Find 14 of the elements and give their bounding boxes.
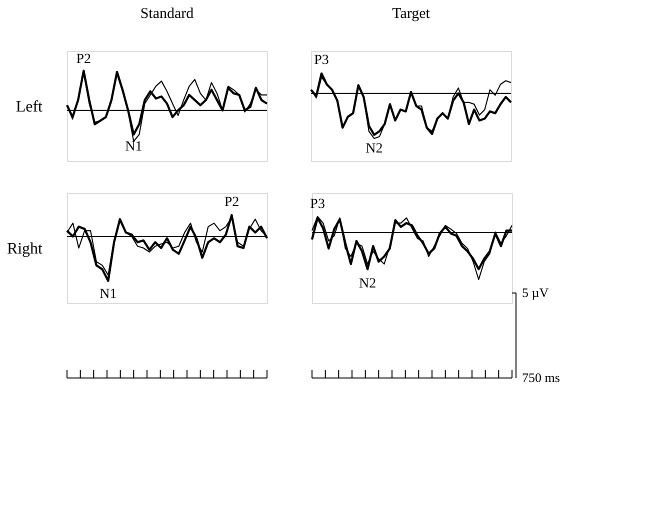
chart-title: Target	[392, 6, 431, 22]
chart-title: Standard	[140, 6, 194, 22]
annotation: N1	[125, 139, 142, 154]
text: P2	[76, 52, 92, 67]
text: P3	[314, 53, 329, 68]
annotation: N2	[358, 276, 376, 292]
text: 5 µV	[522, 285, 550, 300]
y-axis-title: Right	[6, 240, 44, 258]
text: P3	[310, 196, 325, 212]
text: 750 ms	[522, 370, 560, 385]
text: P2	[224, 194, 240, 210]
y-axis-title: Left	[16, 98, 44, 116]
text: N1	[100, 287, 117, 302]
text: N2	[366, 141, 383, 156]
